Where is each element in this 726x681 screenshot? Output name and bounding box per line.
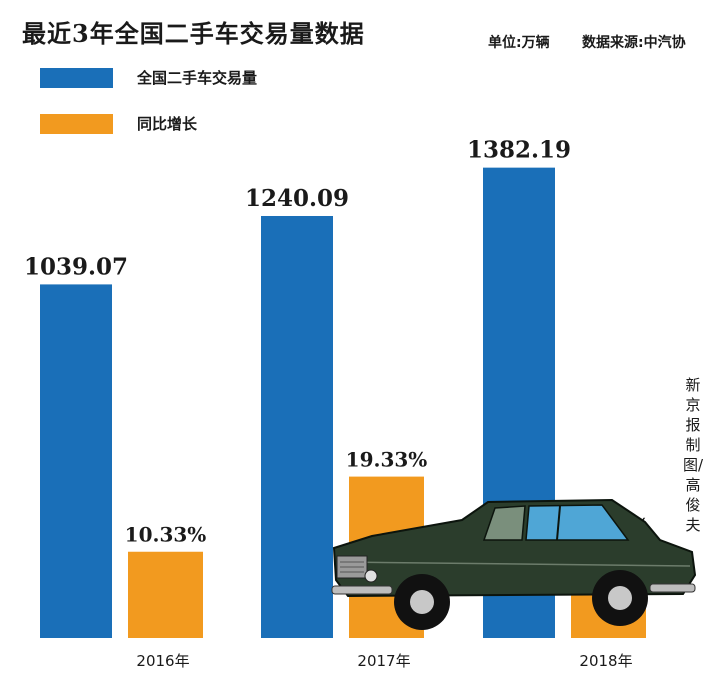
x-tick-label-0: 2016年 [136, 652, 189, 670]
legend-item-growth: 同比增长 [40, 113, 197, 134]
data-label-volume-2: 1382.19 [467, 137, 571, 164]
legend-label-volume: 全国二手车交易量 [137, 69, 258, 87]
x-tick-label-2: 2018年 [579, 652, 632, 670]
chart-title: 最近3年全国二手车交易量数据 [22, 19, 365, 48]
legend-swatch-growth [40, 113, 113, 134]
legend-label-growth: 同比增长 [137, 115, 198, 133]
data-label-volume-0: 1039.07 [24, 253, 128, 280]
bar-volume-1 [261, 215, 333, 638]
bar-volume-0 [40, 284, 112, 638]
car-icon [331, 498, 697, 630]
data-label-growth-1: 19.33% [346, 448, 428, 472]
bar-growth-0 [128, 551, 203, 638]
x-tick-label-1: 2017年 [357, 652, 410, 670]
data-label-volume-1: 1240.09 [245, 185, 349, 212]
legend-swatch-volume [40, 67, 113, 88]
unit-note: 单位:万辆 [488, 35, 550, 51]
legend-item-volume: 全国二手车交易量 [40, 67, 257, 88]
data-label-growth-0: 10.33% [125, 523, 207, 547]
source-note: 数据来源:中汽协 [582, 35, 686, 51]
credit-text: 新京报制图/高俊夫 [683, 376, 704, 534]
